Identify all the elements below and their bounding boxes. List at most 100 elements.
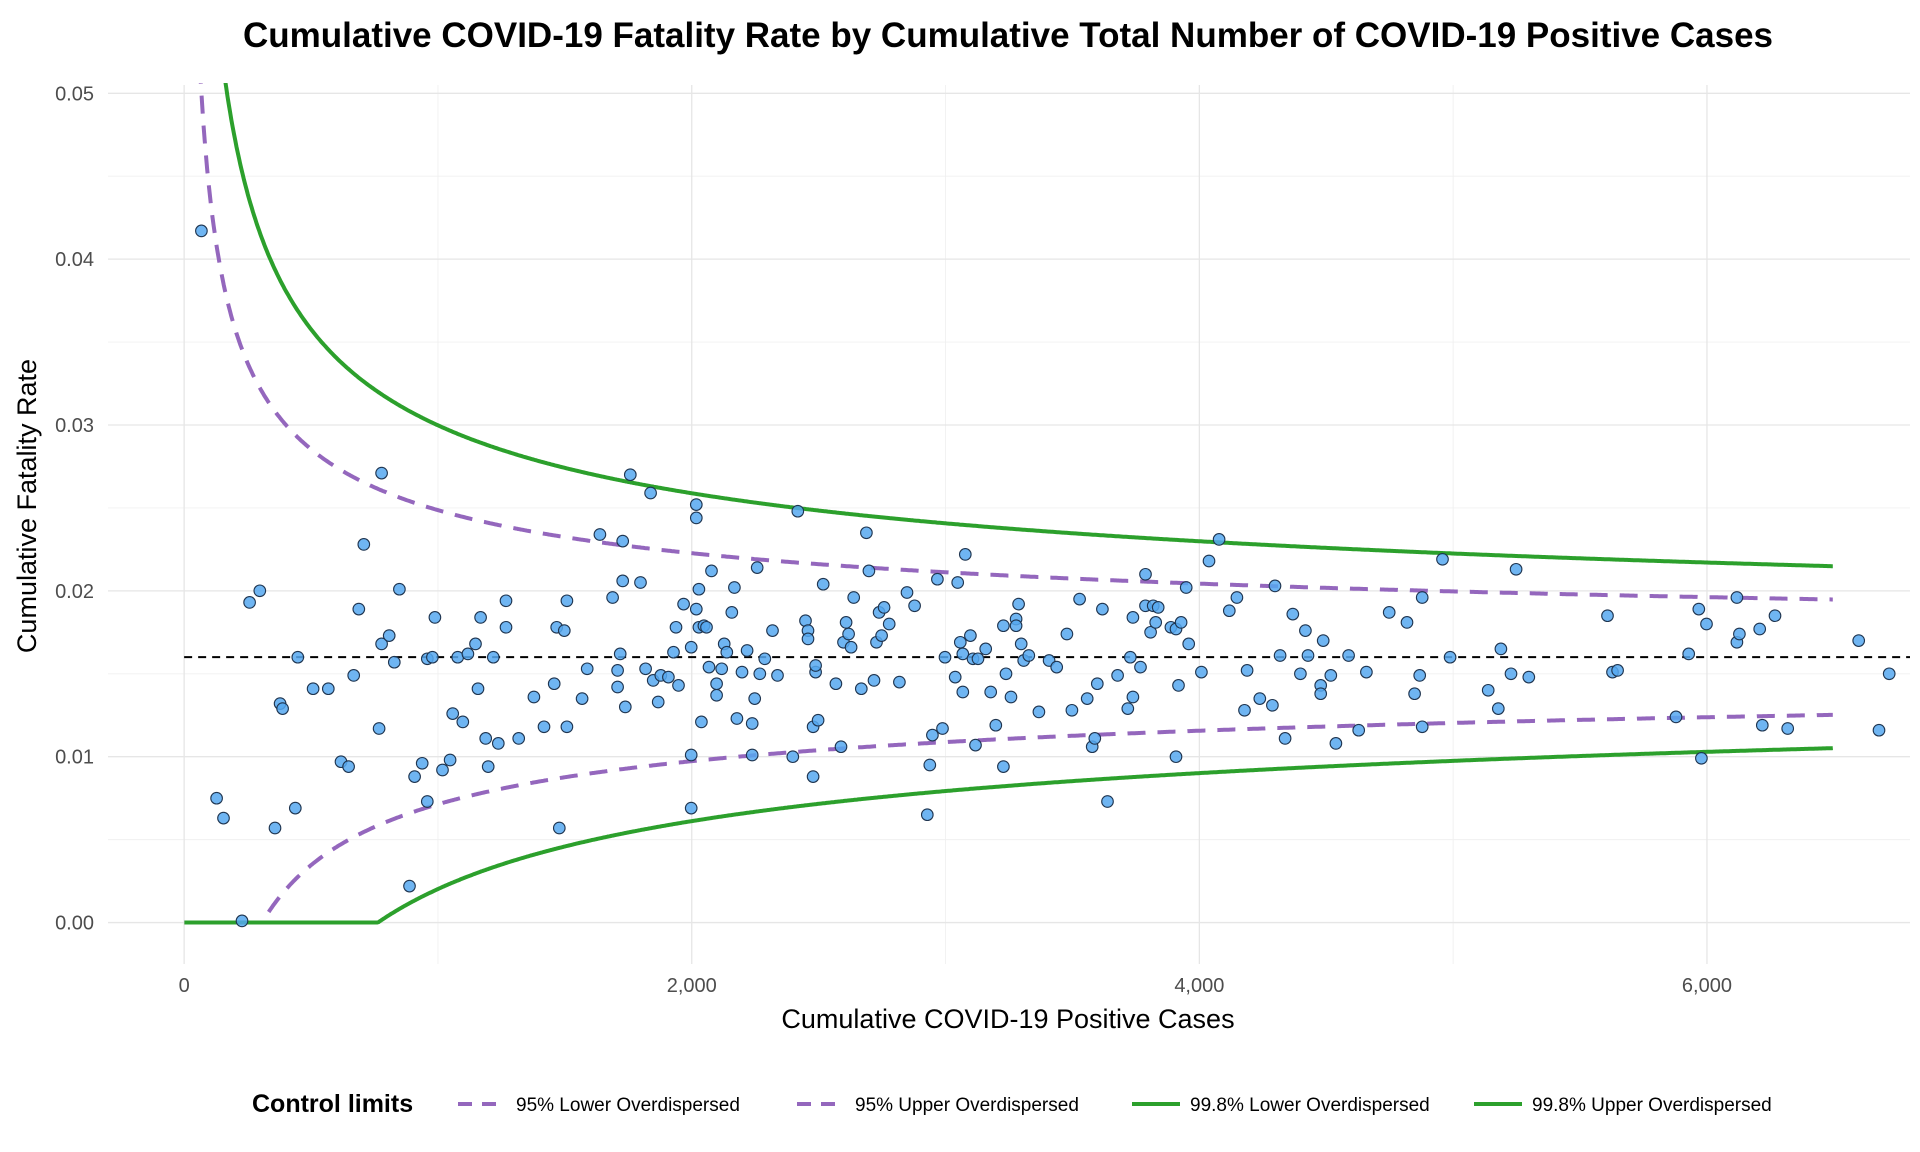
data-point <box>420 795 434 808</box>
data-point <box>964 629 977 642</box>
data-point <box>1408 687 1421 701</box>
data-point <box>1324 669 1338 682</box>
data-point <box>816 577 830 591</box>
data-point <box>403 879 416 893</box>
data-point <box>499 594 513 608</box>
data-point <box>689 511 703 525</box>
data-point <box>1073 592 1086 606</box>
data-point <box>195 224 208 238</box>
data-point <box>375 637 388 651</box>
data-point <box>1436 552 1449 566</box>
legend-item: 95% Upper Overdispersed <box>797 1095 1079 1116</box>
data-point <box>948 670 962 684</box>
data-point <box>999 667 1013 681</box>
data-point <box>1669 710 1683 724</box>
data-point <box>1382 606 1396 619</box>
data-point <box>809 659 822 672</box>
data-point <box>662 670 675 684</box>
data-point <box>728 581 741 594</box>
y-tick-label: 0.03 <box>55 415 94 437</box>
data-point <box>847 591 861 604</box>
data-point <box>1266 698 1279 712</box>
data-point <box>1692 602 1706 616</box>
data-point <box>882 617 896 631</box>
data-point <box>1413 669 1427 682</box>
legend-item: 99.8% Upper Overdispersed <box>1474 1095 1772 1116</box>
data-point <box>1012 597 1025 611</box>
data-point <box>552 821 566 835</box>
data-point <box>1882 667 1896 681</box>
curve-998-lower <box>183 746 1834 925</box>
data-point <box>1240 664 1254 677</box>
data-point <box>1134 660 1147 674</box>
data-point <box>1329 737 1343 750</box>
data-point <box>1415 720 1429 734</box>
data-point <box>791 504 805 518</box>
data-point <box>958 548 972 561</box>
data-point <box>1286 607 1300 621</box>
data-point <box>801 632 815 646</box>
data-point <box>1299 624 1312 637</box>
data-point <box>1491 702 1505 715</box>
data-point <box>1179 581 1193 594</box>
data-point <box>684 801 698 815</box>
data-point <box>1443 650 1457 664</box>
data-point <box>481 760 495 773</box>
data-point <box>689 498 703 511</box>
data-point <box>1060 627 1074 641</box>
data-point <box>956 685 970 699</box>
data-point <box>1695 751 1708 765</box>
data-point <box>1611 664 1624 677</box>
data-point <box>1202 554 1216 568</box>
data-point <box>1111 669 1124 682</box>
data-point <box>557 624 571 637</box>
data-point <box>210 791 223 805</box>
data-point <box>672 679 685 692</box>
data-point <box>243 596 256 609</box>
data-point <box>1781 722 1795 735</box>
data-point <box>347 669 361 682</box>
data-point <box>1126 690 1140 704</box>
data-point <box>748 692 762 705</box>
data-point <box>953 635 967 649</box>
data-point <box>862 564 876 578</box>
data-point <box>321 682 335 696</box>
data-point <box>984 685 998 699</box>
data-point <box>1195 665 1208 679</box>
legend-title: Control limits <box>252 1090 413 1118</box>
data-point <box>893 675 906 689</box>
data-point <box>1700 617 1713 631</box>
data-point <box>1316 634 1330 647</box>
data-point <box>1253 692 1267 705</box>
data-point <box>618 700 632 714</box>
data-point <box>750 561 764 574</box>
data-point <box>692 582 706 596</box>
legend-items: 95% Lower Overdispersed 95% Upper Overdis… <box>458 1095 1772 1116</box>
gridlines <box>108 85 1910 964</box>
data-point <box>575 692 589 705</box>
data-point <box>1174 616 1188 629</box>
data-point <box>710 688 723 702</box>
data-point <box>352 602 366 616</box>
data-point <box>408 770 421 783</box>
data-point <box>1022 649 1036 662</box>
data-point <box>387 655 401 669</box>
data-point <box>979 642 993 656</box>
data-point <box>372 722 386 735</box>
y-tick-label: 0.05 <box>55 83 94 105</box>
data-point <box>860 526 873 540</box>
x-tick-label: 6,000 <box>1682 975 1732 997</box>
data-point <box>288 801 302 815</box>
data-point <box>291 650 305 664</box>
data-point <box>956 647 970 661</box>
data-point <box>735 665 749 679</box>
data-point <box>997 619 1010 633</box>
data-point <box>766 624 779 637</box>
data-point <box>1301 649 1315 662</box>
data-point <box>1212 533 1226 546</box>
data-point <box>1273 649 1287 662</box>
data-point <box>936 722 949 735</box>
data-point <box>989 718 1003 732</box>
data-point <box>1268 579 1282 593</box>
data-point <box>1494 642 1508 656</box>
